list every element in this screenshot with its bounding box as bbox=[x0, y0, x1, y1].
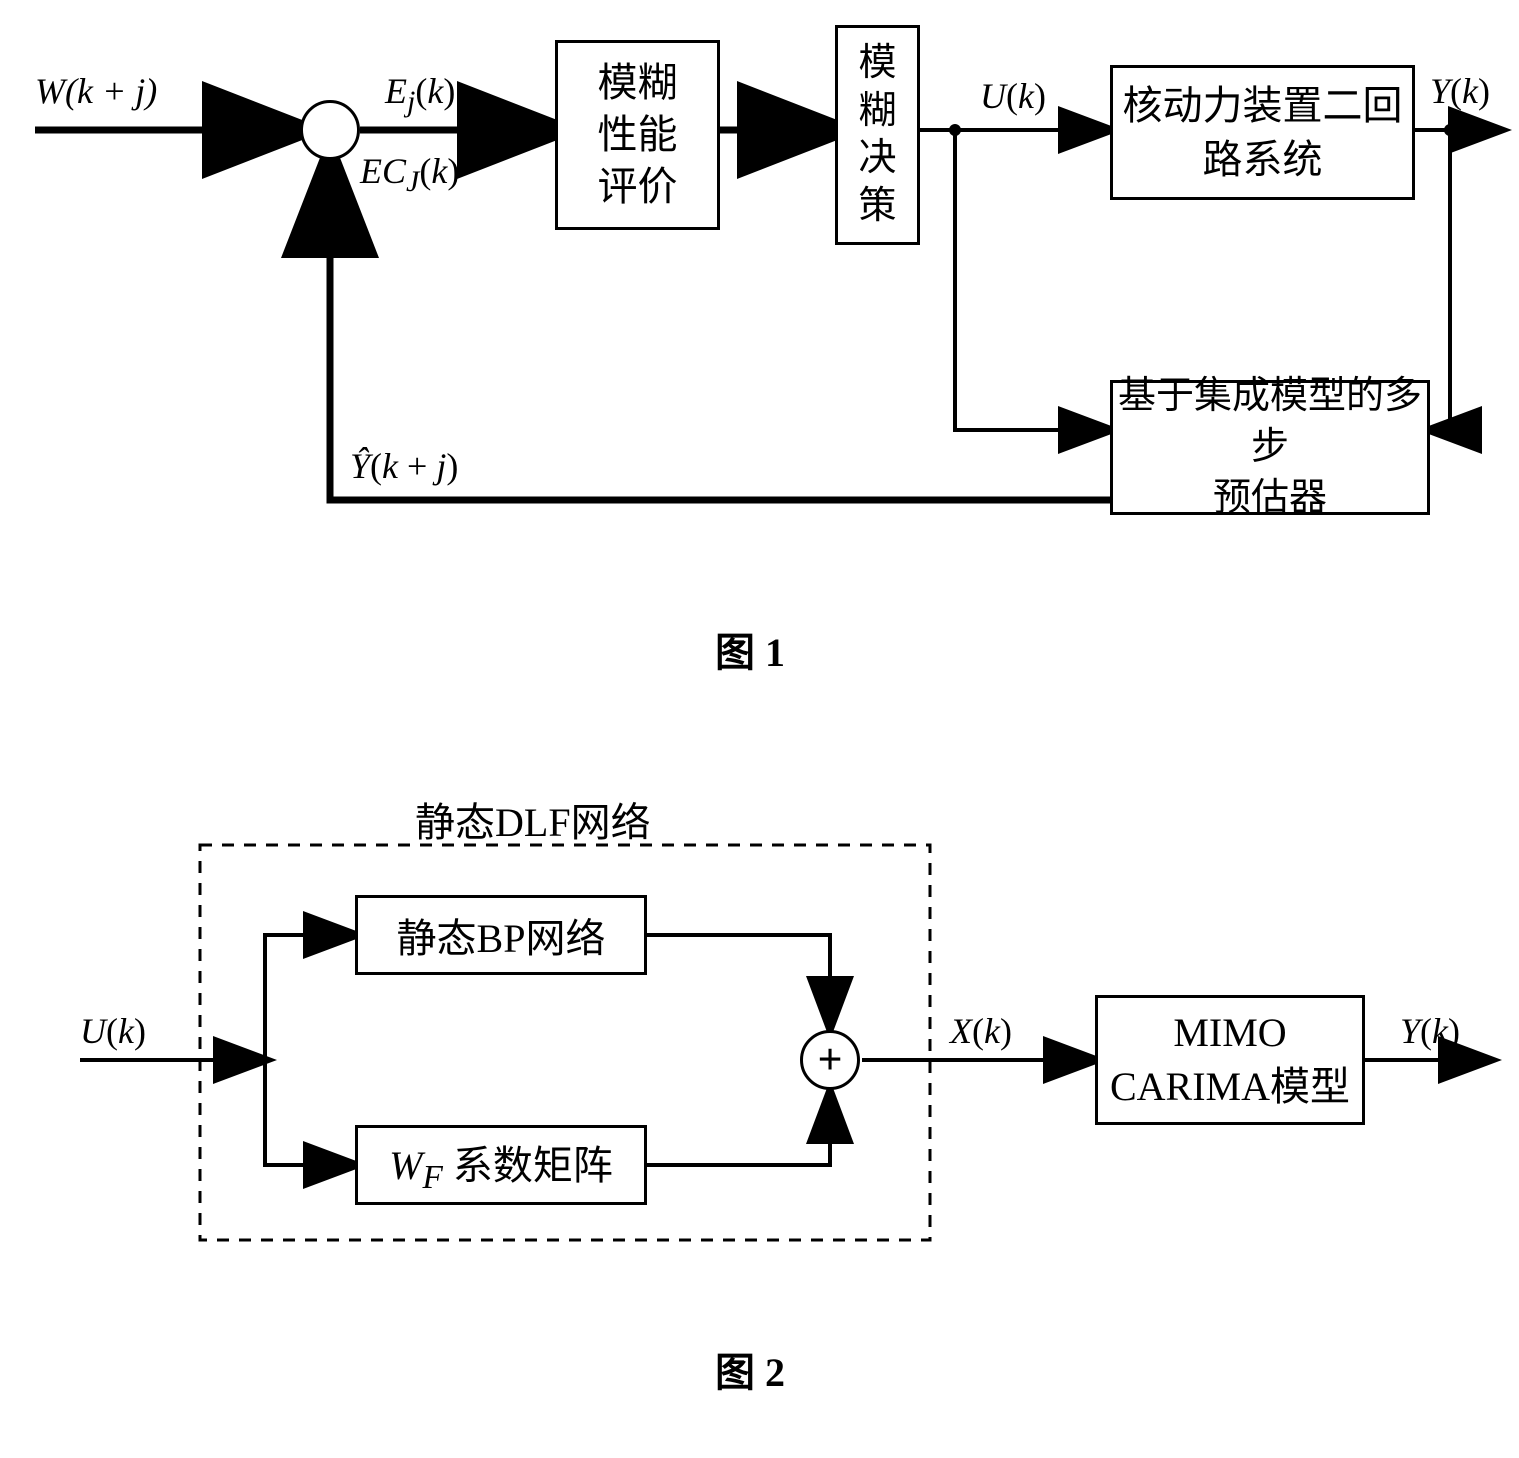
fig2-wf-label: WF 系数矩阵 bbox=[389, 1133, 613, 1197]
fig2-mimo-label: MIMOCARIMA模型 bbox=[1110, 1006, 1350, 1114]
fig2-label-X: X(k) bbox=[950, 1010, 1012, 1052]
fig1-label-Ej: Ej(k) bbox=[385, 70, 455, 119]
fig2-label-U: U(k) bbox=[80, 1010, 146, 1052]
fig1-block-fuzzy-perf: 模糊性能评价 bbox=[555, 40, 720, 230]
fig2-summing-junction: + bbox=[800, 1030, 860, 1090]
fig1-fuzzy-decision-label: 模糊决策 bbox=[858, 40, 896, 230]
fig1-caption: 图 1 bbox=[715, 620, 785, 678]
fig1-block-plant: 核动力装置二回路系统 bbox=[1110, 65, 1415, 200]
fig1-label-Y: Y(k) bbox=[1430, 70, 1490, 112]
fig1-label-W: W(k + j) bbox=[35, 70, 157, 112]
canvas: 模糊性能评价 模糊决策 核动力装置二回路系统 基于集成模型的多步预估器 W(k … bbox=[0, 0, 1519, 1458]
fig1-block-predictor: 基于集成模型的多步预估器 bbox=[1110, 380, 1430, 515]
fig2-dlf-title: 静态DLF网络 bbox=[415, 790, 651, 848]
fig1-summing-junction bbox=[300, 100, 360, 160]
fig1-plant-label: 核动力装置二回路系统 bbox=[1123, 79, 1403, 187]
fig2-block-mimo: MIMOCARIMA模型 bbox=[1095, 995, 1365, 1125]
fig1-fuzzy-perf-label: 模糊性能评价 bbox=[598, 57, 678, 213]
fig1-block-fuzzy-decision: 模糊决策 bbox=[835, 25, 920, 245]
fig1-label-U: U(k) bbox=[980, 75, 1046, 117]
fig1-predictor-label: 基于集成模型的多步预估器 bbox=[1113, 371, 1427, 525]
fig2-caption: 图 2 bbox=[715, 1340, 785, 1398]
fig1-label-ECj: ECJ(k) bbox=[360, 150, 459, 199]
fig1-label-Yhat: Ŷ(k + j) bbox=[350, 445, 458, 487]
fig2-block-bp: 静态BP网络 bbox=[355, 895, 647, 975]
fig2-label-Y: Y(k) bbox=[1400, 1010, 1460, 1052]
fig2-plus-icon: + bbox=[817, 1038, 842, 1082]
fig2-bp-label: 静态BP网络 bbox=[397, 906, 606, 964]
fig2-block-wf: WF 系数矩阵 bbox=[355, 1125, 647, 1205]
